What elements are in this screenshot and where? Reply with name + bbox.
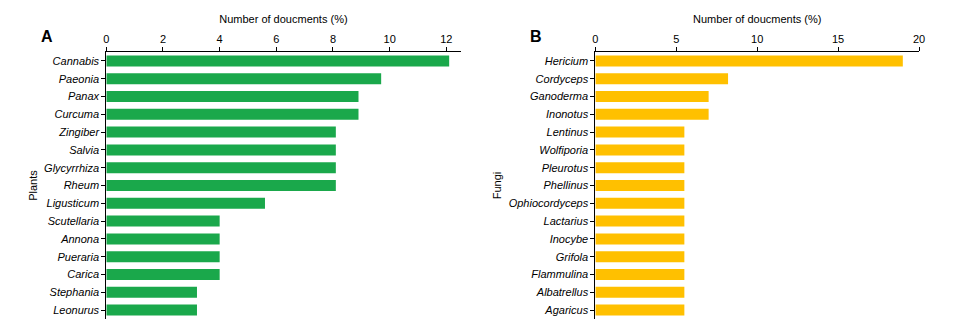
svg-text:Pueraria: Pueraria: [58, 251, 100, 263]
svg-text:Carica: Carica: [67, 268, 99, 280]
svg-text:Stephania: Stephania: [50, 286, 100, 298]
svg-text:Fungi: Fungi: [491, 172, 503, 200]
svg-text:6: 6: [273, 33, 279, 45]
svg-text:Agaricus: Agaricus: [544, 304, 588, 316]
svg-text:Zingiber: Zingiber: [58, 126, 100, 138]
svg-text:Lactarius: Lactarius: [544, 215, 589, 227]
svg-text:Curcuma: Curcuma: [54, 108, 99, 120]
svg-text:Inonotus: Inonotus: [546, 108, 589, 120]
svg-text:10: 10: [751, 33, 763, 45]
svg-text:A: A: [41, 28, 53, 45]
svg-text:Glycyrrhiza: Glycyrrhiza: [44, 162, 99, 174]
svg-text:Scutellaria: Scutellaria: [48, 215, 99, 227]
svg-text:Ligusticum: Ligusticum: [47, 197, 100, 209]
svg-text:Number of doucments (%): Number of doucments (%): [693, 13, 821, 25]
svg-text:Salvia: Salvia: [69, 144, 99, 156]
svg-text:5: 5: [673, 33, 679, 45]
svg-text:Lentinus: Lentinus: [547, 126, 589, 138]
svg-text:12: 12: [440, 33, 452, 45]
svg-text:20: 20: [913, 33, 925, 45]
svg-text:2: 2: [160, 33, 166, 45]
svg-text:10: 10: [384, 33, 396, 45]
svg-text:Flammulina: Flammulina: [531, 268, 588, 280]
svg-text:Grifola: Grifola: [556, 251, 588, 263]
svg-text:4: 4: [217, 33, 223, 45]
svg-text:Paeonia: Paeonia: [59, 73, 99, 85]
svg-text:Rheum: Rheum: [64, 179, 99, 191]
svg-text:Ganoderma: Ganoderma: [530, 90, 588, 102]
svg-text:Panax: Panax: [68, 90, 100, 102]
svg-text:Wolfiporia: Wolfiporia: [539, 144, 588, 156]
svg-text:8: 8: [330, 33, 336, 45]
svg-text:Annona: Annona: [60, 233, 99, 245]
svg-text:0: 0: [592, 33, 598, 45]
svg-text:15: 15: [832, 33, 844, 45]
svg-text:Phellinus: Phellinus: [544, 179, 589, 191]
svg-text:B: B: [530, 28, 542, 45]
svg-text:Albatrellus: Albatrellus: [536, 286, 589, 298]
svg-text:Hericium: Hericium: [545, 55, 588, 67]
svg-text:Leonurus: Leonurus: [53, 304, 99, 316]
svg-text:Pleurotus: Pleurotus: [542, 162, 589, 174]
svg-text:Plants: Plants: [27, 170, 39, 201]
svg-text:Number of doucments (%): Number of doucments (%): [219, 13, 347, 25]
svg-text:0: 0: [103, 33, 109, 45]
svg-text:Ophiocordyceps: Ophiocordyceps: [509, 197, 589, 209]
svg-text:Cannabis: Cannabis: [53, 55, 100, 67]
svg-text:Inocybe: Inocybe: [550, 233, 589, 245]
svg-text:Cordyceps: Cordyceps: [536, 73, 589, 85]
